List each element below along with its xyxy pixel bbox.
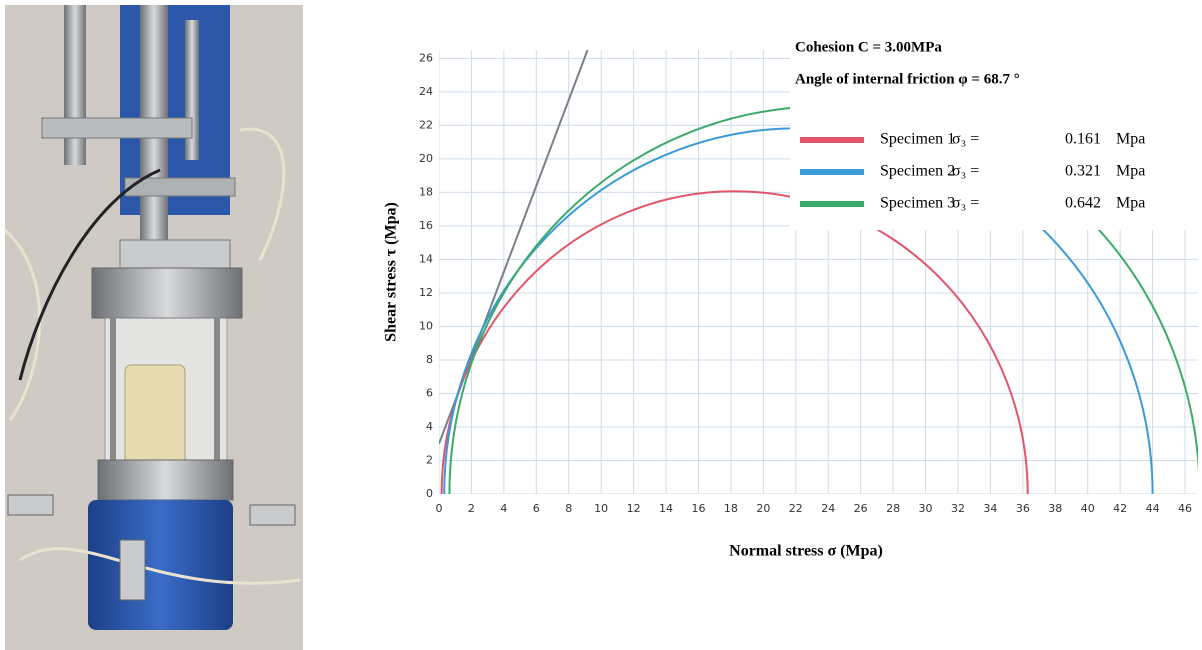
x-tick-label: 36 [1016, 502, 1030, 515]
y-tick-label: 6 [426, 386, 433, 399]
legend-value: 0.321 [1065, 163, 1101, 180]
x-tick-label: 2 [468, 502, 475, 515]
x-tick-label: 10 [594, 502, 608, 515]
y-tick-label: 2 [426, 453, 433, 466]
y-tick-label: 22 [419, 118, 433, 131]
y-tick-label: 20 [419, 152, 433, 165]
x-tick-label: 26 [854, 502, 868, 515]
x-tick-label: 44 [1146, 502, 1160, 515]
apparatus-photo [3, 5, 303, 650]
x-tick-label: 34 [983, 502, 997, 515]
x-tick-label: 16 [691, 502, 705, 515]
y-axis-label: Shear stress τ (Mpa) [383, 202, 400, 342]
x-tick-label: 18 [724, 502, 738, 515]
x-tick-label: 32 [951, 502, 965, 515]
x-tick-label: 14 [659, 502, 673, 515]
y-tick-label: 4 [426, 420, 433, 433]
x-tick-label: 24 [821, 502, 835, 515]
y-tick-label: 16 [419, 219, 433, 232]
x-tick-label: 22 [789, 502, 803, 515]
y-tick-label: 18 [419, 185, 433, 198]
legend-name: Specimen 3 [880, 195, 955, 212]
legend-box [790, 30, 1202, 230]
x-tick-label: 0 [436, 502, 443, 515]
x-axis-label: Normal stress σ (Mpa) [729, 543, 883, 560]
x-tick-label: 38 [1048, 502, 1062, 515]
y-tick-label: 0 [426, 487, 433, 500]
legend-symbol: σ₃ = [952, 163, 979, 180]
x-tick-label: 6 [533, 502, 540, 515]
legend-unit: Mpa [1116, 163, 1145, 180]
y-tick-label: 24 [419, 85, 433, 98]
legend-unit: Mpa [1116, 131, 1145, 148]
legend-symbol: σ₃ = [952, 195, 979, 212]
legend-name: Specimen 1 [880, 131, 955, 148]
x-tick-label: 4 [500, 502, 507, 515]
cohesion-annotation: Cohesion C = 3.00MPa [795, 39, 942, 55]
x-tick-label: 42 [1113, 502, 1127, 515]
x-tick-label: 46 [1178, 502, 1192, 515]
x-tick-label: 8 [565, 502, 572, 515]
x-tick-label: 30 [919, 502, 933, 515]
legend-value: 0.161 [1065, 131, 1101, 148]
legend-symbol: σ₃ = [952, 131, 979, 148]
y-tick-label: 8 [426, 353, 433, 366]
y-tick-label: 12 [419, 286, 433, 299]
legend-name: Specimen 2 [880, 163, 955, 180]
x-tick-label: 20 [756, 502, 770, 515]
legend-unit: Mpa [1116, 195, 1145, 212]
friction-annotation: Angle of internal friction φ = 68.7 ° [795, 71, 1020, 87]
mohr-circle [440, 190, 1029, 494]
legend-value: 0.642 [1065, 195, 1101, 212]
y-tick-label: 14 [419, 252, 433, 265]
x-tick-label: 28 [886, 502, 900, 515]
y-tick-label: 26 [419, 51, 433, 64]
y-tick-label: 10 [419, 319, 433, 332]
x-tick-label: 12 [627, 502, 641, 515]
x-tick-label: 40 [1081, 502, 1095, 515]
